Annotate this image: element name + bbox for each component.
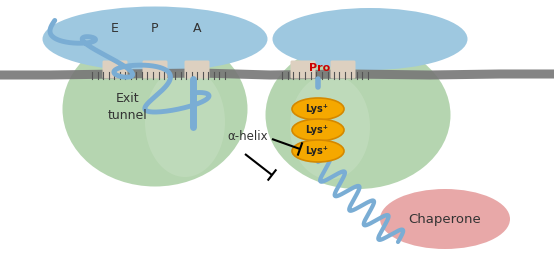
Ellipse shape (290, 75, 370, 179)
Text: Pro: Pro (309, 63, 331, 73)
Ellipse shape (265, 41, 450, 189)
FancyBboxPatch shape (142, 60, 167, 78)
Ellipse shape (292, 140, 344, 162)
Ellipse shape (292, 119, 344, 141)
Text: Chaperone: Chaperone (409, 213, 481, 225)
Text: Lys⁺: Lys⁺ (305, 146, 329, 156)
Text: E: E (111, 23, 119, 35)
Text: α-helix: α-helix (228, 131, 268, 143)
Ellipse shape (292, 98, 344, 120)
Ellipse shape (63, 32, 248, 187)
Text: Lys⁺: Lys⁺ (305, 104, 329, 114)
Text: A: A (193, 23, 201, 35)
FancyBboxPatch shape (102, 60, 127, 78)
Ellipse shape (145, 67, 225, 177)
FancyBboxPatch shape (184, 60, 209, 78)
Ellipse shape (380, 189, 510, 249)
Text: Lys⁺: Lys⁺ (305, 125, 329, 135)
Ellipse shape (273, 8, 468, 70)
FancyBboxPatch shape (290, 60, 315, 78)
FancyBboxPatch shape (331, 60, 356, 78)
Ellipse shape (43, 6, 268, 71)
Text: Exit
tunnel: Exit tunnel (108, 92, 148, 122)
Text: P: P (151, 23, 159, 35)
